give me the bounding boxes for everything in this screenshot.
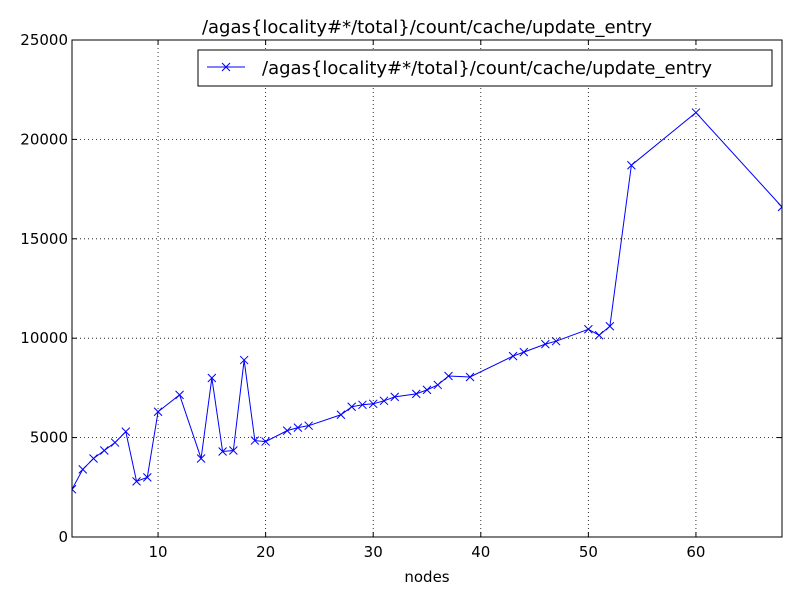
data-point xyxy=(465,372,475,382)
y-tick-label: 10000 xyxy=(20,329,68,347)
data-point xyxy=(777,202,782,212)
data-point xyxy=(540,339,550,349)
data-point xyxy=(379,396,389,406)
legend-box xyxy=(197,49,773,87)
data-point xyxy=(293,423,303,433)
x-tick-label: 50 xyxy=(579,543,598,561)
plot-frame xyxy=(71,39,783,538)
legend-entry-label: /agas{locality#*/total}/count/cache/upda… xyxy=(262,58,712,79)
y-tick-label: 25000 xyxy=(20,31,68,49)
data-point xyxy=(175,390,184,400)
series-line xyxy=(72,111,782,490)
x-tick-label: 40 xyxy=(471,543,490,561)
data-point xyxy=(196,454,206,463)
data-point xyxy=(207,373,217,383)
x-tick-label: 20 xyxy=(256,543,275,561)
grid-lines xyxy=(72,40,782,537)
data-point xyxy=(142,473,152,482)
x-axis-label: nodes xyxy=(404,568,449,586)
legend-marker-sample xyxy=(221,62,231,72)
data-point xyxy=(250,436,260,445)
data-point xyxy=(347,402,357,412)
data-point xyxy=(411,389,421,399)
data-point xyxy=(594,330,604,340)
data-point xyxy=(239,355,249,365)
data-point xyxy=(218,447,227,456)
data-point xyxy=(89,454,98,463)
data-point xyxy=(605,321,615,331)
data-point xyxy=(368,399,378,409)
data-point xyxy=(390,392,400,402)
y-tick-label: 5000 xyxy=(30,429,68,447)
data-point xyxy=(132,476,141,486)
axis-ticks: 10 20 30 40 50 60 0 5000 10000 15000 20000 25000 xyxy=(20,31,782,561)
data-point xyxy=(433,380,443,390)
chart-title: /agas{locality#*/total}/count/cache/upda… xyxy=(202,17,652,38)
legend: /agas{locality#*/total}/count/cache/upda… xyxy=(197,49,773,87)
data-point xyxy=(691,108,701,117)
data-point xyxy=(519,347,529,357)
data-point xyxy=(229,446,238,455)
data-point xyxy=(110,438,120,447)
data-point xyxy=(444,371,453,381)
data-point xyxy=(551,336,561,346)
data-point xyxy=(153,407,163,417)
data-point xyxy=(584,324,593,334)
series-markers xyxy=(72,108,782,494)
data-point xyxy=(72,484,77,494)
data-point xyxy=(261,437,270,446)
data-point xyxy=(121,427,131,436)
data-point xyxy=(358,400,367,410)
x-tick-label: 10 xyxy=(149,543,168,561)
x-tick-label: 30 xyxy=(364,543,383,561)
data-point xyxy=(78,465,88,474)
data-point xyxy=(422,385,432,395)
data-point xyxy=(627,160,636,170)
data-point xyxy=(282,426,292,435)
data-point xyxy=(508,351,518,361)
y-tick-label: 15000 xyxy=(20,230,68,248)
data-point xyxy=(99,446,109,455)
y-tick-label: 20000 xyxy=(20,130,68,148)
data-point xyxy=(304,421,314,431)
data-point xyxy=(336,410,346,420)
y-tick-label: 0 xyxy=(58,528,68,546)
series-line-layer xyxy=(72,111,782,490)
x-tick-label: 60 xyxy=(686,543,705,561)
